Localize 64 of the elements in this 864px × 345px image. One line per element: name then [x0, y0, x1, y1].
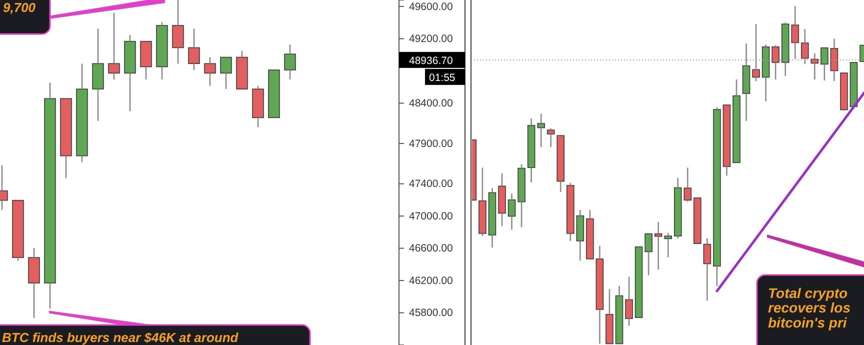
candlestick [28, 247, 40, 319]
candlestick [634, 246, 643, 318]
candlestick [722, 104, 731, 176]
candlestick [220, 56, 232, 90]
candlestick [518, 164, 526, 228]
candlestick [820, 47, 828, 82]
candlestick [478, 166, 486, 237]
candlestick [830, 38, 838, 82]
y-tick-label: 46200.00 [409, 274, 453, 287]
candlestick [527, 118, 536, 183]
candlestick [108, 12, 120, 80]
candlestick [508, 192, 516, 230]
candlestick [791, 5, 800, 60]
candlestick [44, 82, 56, 310]
candlestick [694, 197, 702, 244]
candlestick [556, 135, 565, 193]
candlestick [188, 28, 200, 71]
annotation: Total crypto recovers los bitcoin's pri [768, 285, 851, 330]
candlestick [268, 70, 280, 118]
candlestick [644, 233, 652, 276]
candlestick [124, 34, 136, 112]
candlestick [546, 128, 555, 148]
candlestick [850, 62, 858, 107]
candlestick [488, 187, 496, 248]
candlestick [713, 106, 721, 287]
candlestick [772, 44, 780, 80]
candlestick [840, 72, 848, 110]
candlestick [172, 0, 184, 64]
y-tick-label: 46600.00 [409, 242, 453, 255]
candlestick [498, 172, 506, 227]
candlestick [284, 44, 296, 80]
y-tick-label: 49200.00 [409, 33, 453, 46]
candlestick [252, 85, 264, 128]
y-tick-label: 47400.00 [409, 178, 453, 190]
candlestick [762, 44, 770, 102]
candlestick [204, 56, 216, 87]
candlestick [537, 113, 545, 148]
candlestick [576, 209, 584, 262]
y-tick-label: 49600.00 [409, 0, 453, 13]
y-tick-label: 47000.00 [409, 210, 453, 222]
text: BTC finds buyers near $46K at around [2, 330, 240, 345]
annotation: 9,700 [3, 0, 36, 15]
candlestick [615, 285, 624, 344]
candlestick [76, 62, 88, 163]
candlestick [703, 238, 712, 302]
candlestick [596, 245, 604, 344]
y-tick-label: 48400.00 [409, 98, 453, 110]
candlestick [60, 98, 72, 179]
candlestick [732, 78, 740, 164]
candlestick [566, 182, 574, 242]
text: 01:55 [429, 72, 456, 84]
candlestick [664, 232, 672, 258]
candlestick [156, 22, 168, 80]
candlestick [92, 28, 104, 122]
candlestick [781, 22, 790, 77]
candlestick [752, 23, 760, 82]
ref-line-label: 48936.70 [409, 54, 453, 67]
candlestick [140, 40, 152, 80]
candlestick [625, 276, 633, 326]
y-tick-label: 45800.00 [409, 307, 453, 320]
candlestick [606, 288, 614, 344]
candlestick [742, 42, 750, 122]
candlestick [800, 28, 809, 65]
y-tick-label: 47900.00 [409, 138, 453, 150]
